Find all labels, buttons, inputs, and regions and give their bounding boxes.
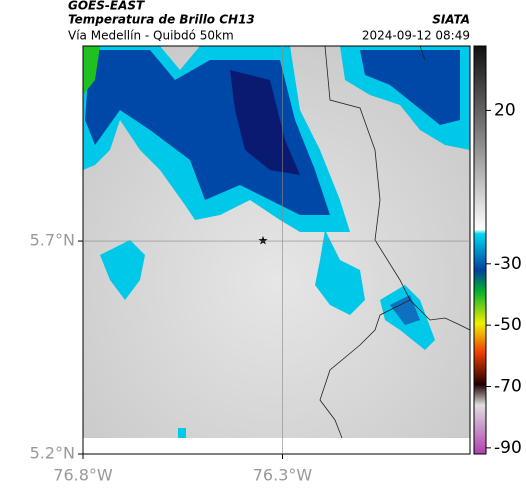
cloud	[178, 428, 186, 438]
cloud	[315, 230, 365, 315]
colorbar-tick-label: -30	[494, 254, 522, 274]
title: Temperatura de Brillo CH13	[68, 13, 255, 27]
cloud	[360, 50, 460, 125]
y-tick-label: 5.2°N	[30, 444, 75, 463]
cloud	[100, 240, 145, 300]
colorbar-tick-label: -50	[494, 315, 522, 335]
map: ★	[83, 45, 471, 439]
x-tick-label: 76.3°W	[253, 466, 313, 485]
colorbar	[473, 45, 487, 455]
cloud	[83, 46, 100, 95]
colorbar-tick-label: 20	[494, 100, 516, 120]
y-tick-label: 5.7°N	[30, 231, 75, 250]
agency: SIATA	[432, 13, 470, 27]
datetime: 2024-09-12 08:49	[362, 29, 470, 43]
map-frame	[82, 45, 471, 455]
colorbar-tick-label: -70	[494, 377, 522, 397]
colorbar-tick-label: -90	[494, 438, 522, 458]
location-marker: ★	[258, 234, 269, 248]
x-tick-label: 76.8°W	[53, 466, 113, 485]
source: GOES-EAST	[68, 0, 145, 13]
route: Vía Medellín - Quibdó 50km	[68, 29, 234, 43]
border	[319, 45, 471, 439]
